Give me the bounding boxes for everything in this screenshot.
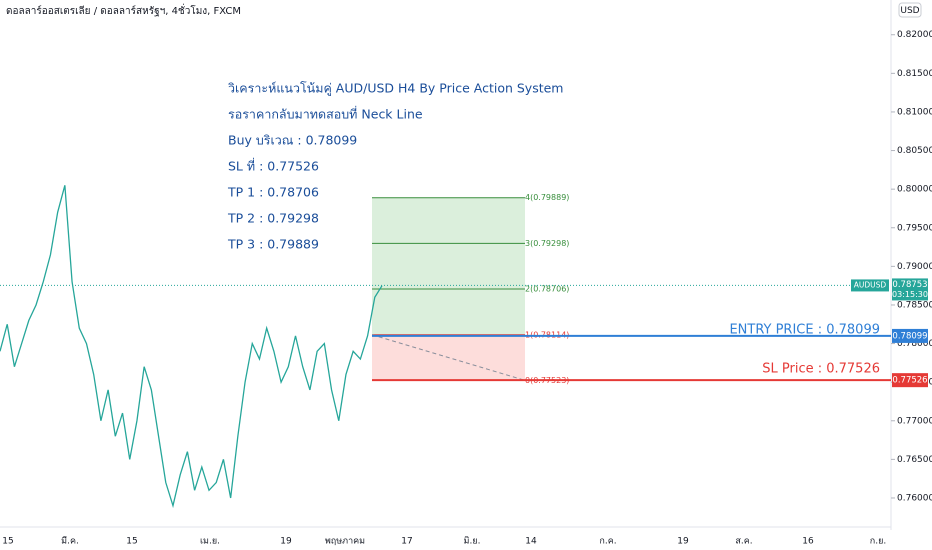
x-tick-label: 15: [126, 537, 137, 547]
annotation: วิเคราะห์แนวโน้มคู่ AUD/USD H4 By Price …: [228, 81, 564, 97]
level-label: 2(0.78706): [525, 285, 569, 294]
x-tick-label: 19: [280, 537, 292, 547]
x-tick-label: 14: [525, 537, 537, 547]
entry-tag-bg: [892, 328, 928, 343]
x-tick-label: 17: [401, 537, 412, 547]
symbol-header: ดอลลาร์ออสเตรเลีย / ดอลลาร์สหรัฐฯ, 4ชั่ว…: [6, 3, 241, 17]
y-tick-label: 0.78000: [897, 339, 932, 349]
profit-zone: [372, 197, 525, 335]
level-label: 1(0.78114): [525, 330, 569, 339]
symbol-tag: AUDUSD: [854, 280, 887, 289]
x-tick-label: 15: [2, 537, 13, 547]
annotation: TP 3 : 0.79889: [227, 237, 319, 252]
annotation: TP 1 : 0.78706: [227, 185, 319, 200]
y-tick-label: 0.79500: [897, 223, 932, 233]
x-tick-label: ก.ย.: [870, 537, 886, 547]
x-tick-label: ก.ค.: [599, 537, 616, 547]
stop-tag: 0.77526: [892, 376, 927, 386]
y-tick-label: 0.76500: [897, 455, 932, 465]
y-tick-label: 0.79000: [897, 262, 932, 272]
y-tick-label: 0.80500: [897, 146, 932, 156]
stop-text: SL Price : 0.77526: [762, 362, 880, 377]
entry-tag: 0.78099: [892, 331, 927, 341]
annotation: SL ที่ : 0.77526: [228, 158, 319, 174]
annotation: TP 2 : 0.79298: [227, 211, 319, 226]
level-label: 3(0.79298): [525, 239, 569, 248]
x-tick-label: เม.ย.: [200, 537, 220, 547]
annotation: รอราคากลับมาทดสอบที่ Neck Line: [228, 106, 423, 122]
countdown: 03:15:30: [892, 290, 928, 299]
stop-tag-bg: [892, 373, 928, 388]
price-line: [0, 185, 383, 509]
y-tick-label: 0.81500: [897, 69, 932, 79]
y-tick-label: 0.82000: [897, 30, 932, 40]
y-tick-label: 0.76000: [897, 493, 932, 503]
x-tick-label: พฤษภาคม: [325, 537, 365, 547]
y-tick-label: 0.77000: [897, 416, 932, 426]
currency-label[interactable]: USD: [900, 6, 919, 16]
x-tick-label: 19: [677, 537, 689, 547]
annotation: Buy บริเวณ : 0.78099: [228, 133, 357, 148]
trend-dash: [371, 334, 526, 381]
symbol-tag-bg: [851, 279, 889, 292]
y-tick-label: 0.80000: [897, 185, 932, 195]
entry-text: ENTRY PRICE : 0.78099: [729, 323, 880, 338]
x-tick-label: มิ.ย.: [464, 536, 481, 547]
currency-button[interactable]: [898, 2, 922, 18]
x-tick-label: มี.ค.: [61, 536, 79, 547]
last-tag-bg: [892, 278, 928, 301]
y-tick-label: 0.81000: [897, 107, 932, 117]
y-tick-label: 0.78500: [897, 300, 932, 310]
x-tick-label: ส.ค.: [735, 537, 752, 547]
level-label: 4(0.79889): [525, 193, 569, 202]
x-tick-label: 16: [802, 537, 814, 547]
last-tag: 0.78753: [892, 280, 927, 290]
